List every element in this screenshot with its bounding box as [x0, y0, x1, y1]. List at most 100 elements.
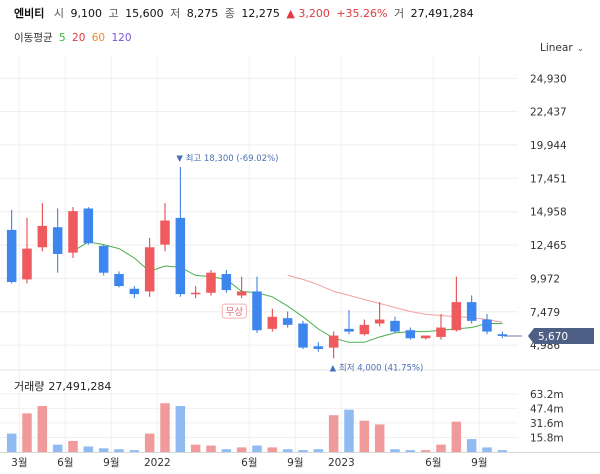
candle-body	[52, 227, 63, 254]
candle-body	[206, 272, 216, 293]
low-price-annotation: ▲ 최저 4,000 (41.75%)	[330, 362, 424, 373]
volume-bars	[6, 403, 508, 452]
scale-mode-dropdown[interactable]: Linear ⌄	[540, 42, 584, 54]
volume-bar	[482, 447, 492, 452]
volume-bar	[390, 449, 400, 452]
candle-body	[420, 335, 431, 339]
candle-body	[129, 288, 140, 295]
volume-panel-header: 거래량 27,491,284	[14, 378, 115, 394]
chevron-down-icon: ⌄	[576, 44, 585, 54]
volume-bar	[344, 409, 354, 452]
volume-bar	[206, 445, 216, 452]
volume-bar	[114, 449, 124, 452]
time-tick-label: 2022	[144, 457, 171, 469]
ohlc-header: 엔비티 시 9,100 고 15,600 저 8,275 종 12,275 ▲ …	[14, 5, 477, 21]
high-value: 15,600	[125, 7, 164, 20]
volume-bar	[83, 446, 94, 452]
volume-bar	[466, 439, 477, 452]
candle-body	[436, 327, 446, 337]
candle-body	[144, 247, 155, 292]
volume-axis: 15.8m 31.6m 47.4m 63.2m	[530, 389, 564, 445]
ma20-line	[287, 274, 503, 323]
candle-body	[190, 292, 201, 295]
open-label: 시	[53, 7, 64, 20]
volume-bar	[129, 450, 140, 452]
volume-bar	[313, 449, 324, 452]
volume-bar	[6, 433, 17, 452]
time-tick-label: 9월	[471, 457, 487, 469]
candle-body	[298, 323, 308, 348]
current-price-tag: 5,670	[504, 327, 594, 344]
ma60-legend: 60	[91, 32, 106, 44]
time-tick-label: 6월	[241, 457, 257, 469]
change-percent: +35.26%	[336, 7, 388, 20]
ma120-legend: 120	[111, 32, 132, 44]
close-label: 종	[224, 7, 235, 20]
volume-bar	[405, 450, 416, 452]
volume-bar	[267, 447, 278, 452]
volume-bar	[22, 413, 32, 452]
time-tick-label: 2023	[328, 457, 355, 469]
candle-body	[328, 335, 339, 348]
moving-average-lines	[72, 241, 503, 343]
low-label: 저	[170, 7, 181, 20]
volume-bar	[221, 449, 232, 452]
high-price-annotation: ▼ 최고 18,300 (-69.02%)	[176, 153, 278, 164]
ma20-legend: 20	[72, 32, 86, 44]
candle-body	[359, 324, 370, 335]
candle-body	[83, 208, 94, 244]
price-tick-label: 24,930	[530, 73, 567, 85]
moving-average-label: 이동평균	[14, 32, 53, 44]
volume-tick-label: 15.8m	[530, 432, 564, 444]
volume-value: 27,491,284	[410, 7, 474, 20]
ma5-legend: 5	[58, 32, 66, 44]
time-tick-label: 9월	[103, 457, 119, 469]
moving-average-legend[interactable]: 이동평균 5 20 60 120	[14, 30, 135, 45]
candle-body	[252, 291, 262, 331]
ma5-line	[72, 241, 503, 343]
candle-body	[236, 291, 247, 296]
candle-body	[482, 319, 492, 332]
volume-bar	[190, 444, 201, 452]
price-tick-label: 19,944	[530, 140, 567, 152]
volume-bar	[328, 415, 339, 452]
candle-body	[390, 320, 400, 332]
price-grid	[0, 77, 600, 453]
volume-bar	[98, 448, 109, 452]
volume-bar	[374, 424, 385, 452]
candle-body	[466, 302, 477, 321]
current-price-badge	[528, 327, 594, 344]
candle-body	[22, 248, 32, 280]
candle-body	[160, 220, 170, 245]
price-tick-label: 17,451	[530, 173, 567, 185]
time-axis: 3월 6월 9월 2022 6월 9월 2023 6월 9월	[11, 457, 487, 469]
price-tick-label: 9,972	[530, 273, 560, 285]
event-marker-box	[221, 303, 247, 319]
close-value: 12,275	[241, 7, 280, 20]
time-tick-label: 3월	[11, 457, 27, 469]
candlesticks	[6, 167, 508, 359]
candle-body	[37, 225, 48, 248]
candle-body	[221, 274, 232, 291]
volume-panel-value: 27,491,284	[48, 380, 112, 393]
price-axis: 4,9867,4799,97212,46514,95817,45119,9442…	[530, 73, 567, 352]
volume-tick-label: 31.6m	[530, 418, 564, 430]
time-tick-label: 6월	[57, 457, 73, 469]
candle-body	[313, 346, 324, 349]
current-price-label: 5,670	[538, 331, 568, 343]
candle-body	[374, 319, 385, 324]
volume-tick-label: 63.2m	[530, 389, 564, 401]
price-tick-label: 12,465	[530, 240, 567, 252]
time-tick-label: 6월	[425, 457, 441, 469]
candle-body	[68, 211, 78, 253]
candle-body	[282, 318, 293, 325]
candle-body	[98, 245, 109, 273]
volume-bar	[497, 450, 508, 452]
candle-body	[497, 334, 508, 336]
low-value: 8,275	[186, 7, 219, 20]
volume-bar	[37, 406, 48, 452]
price-tick-label: 22,437	[530, 107, 567, 119]
volume-bar	[144, 433, 155, 452]
open-value: 9,100	[70, 7, 103, 20]
